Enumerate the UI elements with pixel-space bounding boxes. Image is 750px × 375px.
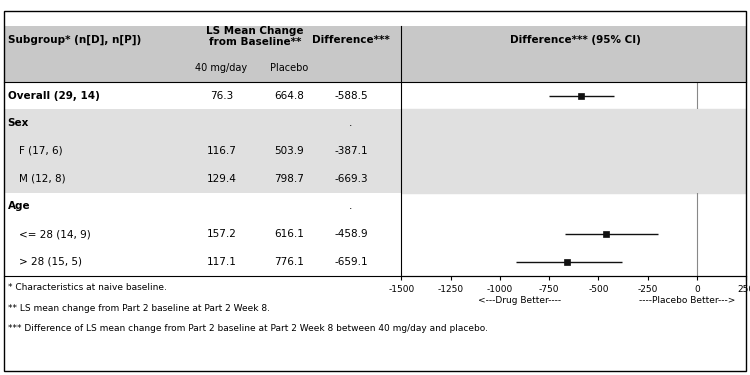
Text: Sex: Sex	[8, 118, 28, 128]
Text: * Characteristics at naive baseline.: * Characteristics at naive baseline.	[8, 283, 166, 292]
Text: -588.5: -588.5	[334, 90, 368, 101]
Text: 503.9: 503.9	[274, 146, 304, 156]
Text: ----Placebo Better--->: ----Placebo Better--->	[639, 296, 735, 305]
Text: -387.1: -387.1	[334, 146, 368, 156]
Text: Difference*** (95% CI): Difference*** (95% CI)	[510, 35, 641, 45]
Text: *** Difference of LS mean change from Part 2 baseline at Part 2 Week 8 between 4: *** Difference of LS mean change from Pa…	[8, 324, 488, 333]
Text: <---Drug Better----: <---Drug Better----	[478, 296, 561, 305]
Text: <= 28 (14, 9): <= 28 (14, 9)	[19, 229, 91, 239]
Text: ** LS mean change from Part 2 baseline at Part 2 Week 8.: ** LS mean change from Part 2 baseline a…	[8, 304, 269, 313]
Text: > 28 (15, 5): > 28 (15, 5)	[19, 257, 82, 267]
Text: .: .	[350, 201, 352, 211]
Text: 40 mg/day: 40 mg/day	[195, 63, 248, 73]
Text: M (12, 8): M (12, 8)	[19, 174, 65, 184]
Text: 664.8: 664.8	[274, 90, 304, 101]
Text: 116.7: 116.7	[206, 146, 236, 156]
Text: 117.1: 117.1	[206, 257, 236, 267]
Text: -669.3: -669.3	[334, 174, 368, 184]
Text: -659.1: -659.1	[334, 257, 368, 267]
Text: Age: Age	[8, 201, 30, 211]
Text: 798.7: 798.7	[274, 174, 304, 184]
Text: .: .	[350, 118, 352, 128]
Text: 76.3: 76.3	[209, 90, 232, 101]
Text: 616.1: 616.1	[274, 229, 304, 239]
Text: Difference***: Difference***	[312, 35, 390, 45]
Text: 129.4: 129.4	[206, 174, 236, 184]
Bar	[401, 110, 746, 192]
Text: 157.2: 157.2	[206, 229, 236, 239]
Text: LS Mean Change
from Baseline**: LS Mean Change from Baseline**	[206, 26, 304, 47]
Text: Placebo: Placebo	[270, 63, 308, 73]
Text: 776.1: 776.1	[274, 257, 304, 267]
Text: -458.9: -458.9	[334, 229, 368, 239]
Text: Overall (29, 14): Overall (29, 14)	[8, 90, 99, 101]
Text: F (17, 6): F (17, 6)	[19, 146, 62, 156]
Text: Subgroup* (n[D], n[P]): Subgroup* (n[D], n[P])	[8, 35, 141, 45]
